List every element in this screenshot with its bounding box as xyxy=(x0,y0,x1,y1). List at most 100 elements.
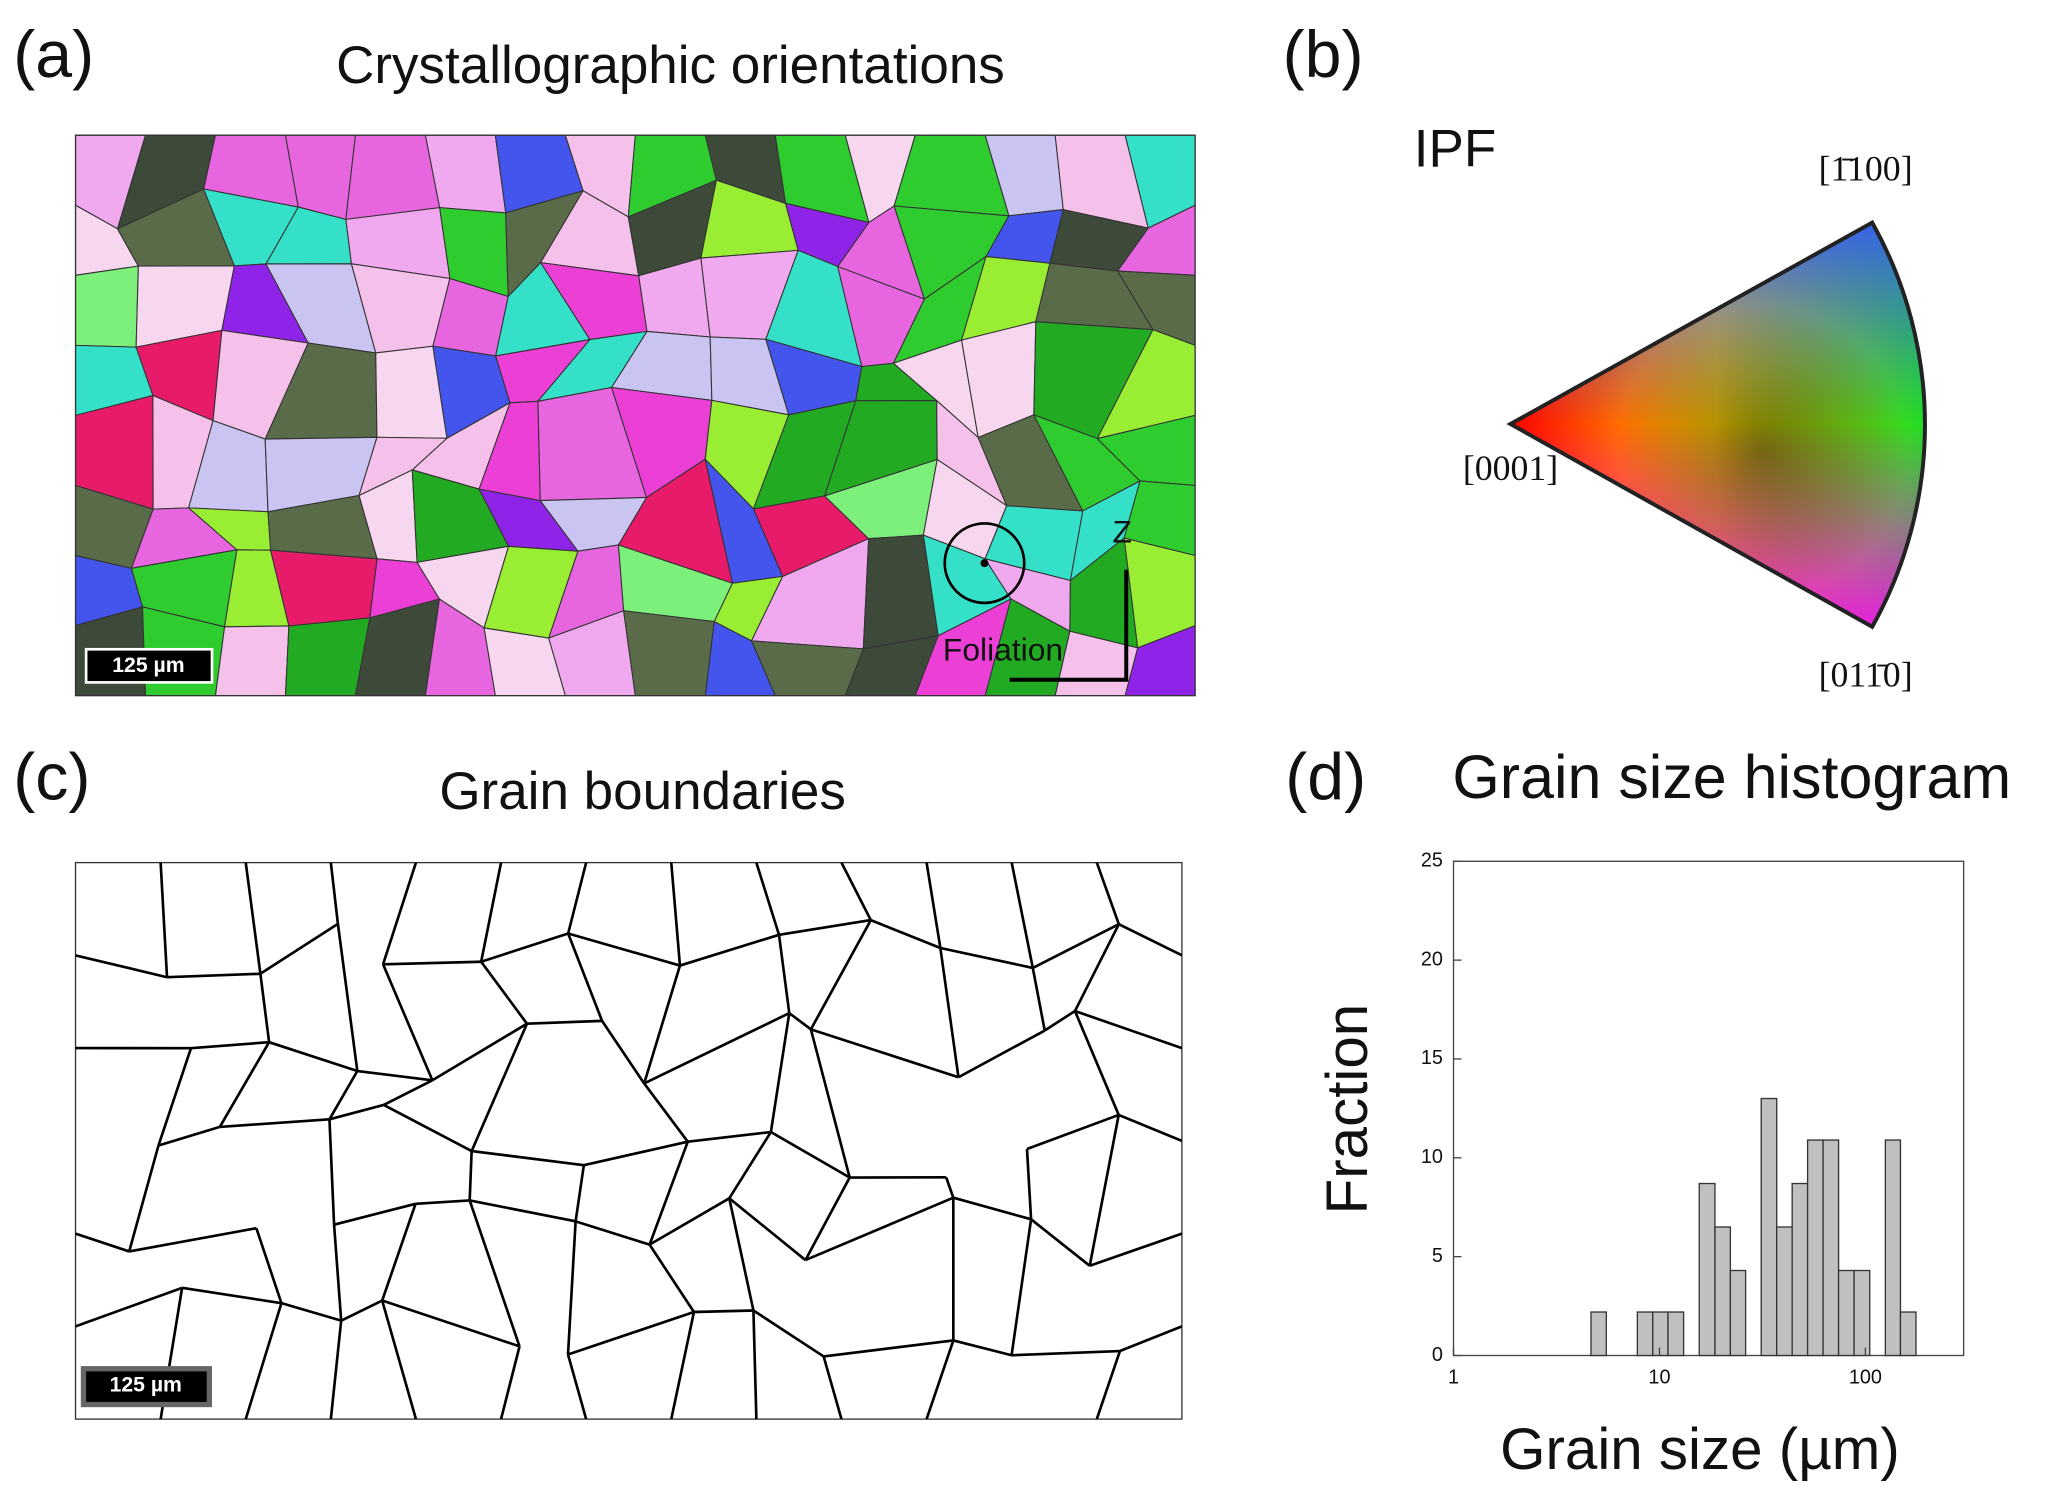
y-tick-label: 5 xyxy=(1432,1245,1443,1267)
boundary xyxy=(925,1339,955,1420)
y-tick-label: 15 xyxy=(1421,1047,1443,1069)
boundary xyxy=(336,923,359,1072)
boundary xyxy=(788,1012,812,1031)
bar xyxy=(1698,1182,1716,1357)
x-axis-label: Grain size (µm) xyxy=(1500,1417,1900,1482)
boundary xyxy=(728,1197,807,1262)
boundary xyxy=(752,1310,758,1420)
boundary xyxy=(329,862,340,924)
z-label: Z xyxy=(1113,513,1132,549)
boundary xyxy=(804,1196,954,1262)
panel-label: (b) xyxy=(1283,18,1364,92)
boundary xyxy=(1043,1009,1076,1032)
bar xyxy=(1806,1139,1824,1357)
scale-bar xyxy=(84,647,214,684)
grain-boundaries xyxy=(75,862,1182,1420)
grain xyxy=(1116,270,1196,346)
boundary xyxy=(1073,1010,1120,1116)
boundary xyxy=(218,1041,271,1128)
boundary xyxy=(244,862,262,974)
boundary xyxy=(648,1243,696,1313)
grain xyxy=(75,265,139,348)
boundary xyxy=(471,1149,585,1167)
boundary xyxy=(333,1202,416,1226)
bar xyxy=(1822,1139,1840,1357)
boundary xyxy=(693,1309,754,1314)
boundary xyxy=(157,1047,193,1146)
bar xyxy=(1791,1182,1809,1357)
boundary xyxy=(158,1125,221,1147)
boundary xyxy=(752,1309,825,1358)
boundary xyxy=(190,1040,270,1050)
boundary xyxy=(957,1029,1046,1079)
panel-title: Grain boundaries xyxy=(439,762,846,821)
boundary xyxy=(778,918,872,937)
boundary xyxy=(328,1070,359,1120)
boundary xyxy=(480,960,529,1025)
boundary xyxy=(1119,1325,1182,1353)
boundary xyxy=(939,947,960,1078)
boundary xyxy=(159,862,169,978)
boundary xyxy=(181,1286,282,1305)
boundary xyxy=(468,1151,473,1201)
z-dot xyxy=(980,559,989,568)
boundary xyxy=(1118,923,1182,957)
boundary-map xyxy=(74,861,1183,1420)
boundary xyxy=(128,1226,257,1253)
boundary xyxy=(940,946,1034,970)
boundary xyxy=(1088,1114,1120,1267)
boundary xyxy=(219,1117,330,1129)
bar xyxy=(1636,1311,1654,1357)
grain xyxy=(1096,329,1196,440)
scale-bar xyxy=(80,1366,212,1408)
pole-label: [1̄100] xyxy=(1819,148,1913,188)
grain xyxy=(354,598,441,696)
y-tick-label: 20 xyxy=(1421,948,1443,970)
boundary xyxy=(431,1022,528,1082)
grain xyxy=(1116,204,1196,276)
boundary xyxy=(600,1020,646,1085)
boundary xyxy=(380,1203,417,1301)
boundary xyxy=(566,1221,577,1355)
map-frame xyxy=(74,134,1196,697)
panel-title: Crystallographic orientations xyxy=(336,36,1005,95)
panel-label: (a) xyxy=(13,18,94,92)
boundary xyxy=(328,1119,336,1225)
grain xyxy=(914,597,1012,696)
boundary xyxy=(925,862,942,949)
boundary xyxy=(809,919,872,1030)
boundary xyxy=(127,1145,160,1252)
boundary xyxy=(1011,1349,1120,1357)
boundary xyxy=(687,1130,772,1144)
boundary xyxy=(469,1199,576,1223)
boundary xyxy=(643,1011,790,1085)
boundary xyxy=(329,1320,343,1420)
y-tick-label: 25 xyxy=(1421,850,1443,872)
boundary xyxy=(415,1199,470,1206)
boundary xyxy=(1095,1350,1122,1420)
panel-title: IPF xyxy=(1414,119,1496,178)
orientation-map xyxy=(75,135,1196,696)
boundary xyxy=(840,862,872,921)
boundary xyxy=(809,1029,851,1178)
grain xyxy=(483,627,566,696)
boundary xyxy=(340,1299,383,1322)
scale-bar-label: 125 µm xyxy=(112,654,184,677)
grain xyxy=(750,640,865,696)
grain xyxy=(548,610,636,696)
foliation-axes xyxy=(1009,569,1129,682)
boundary xyxy=(255,1227,283,1304)
boundary xyxy=(380,1300,418,1420)
boundary xyxy=(329,1103,385,1121)
boundary xyxy=(728,1131,772,1200)
grain xyxy=(623,610,715,696)
boundary xyxy=(75,954,168,979)
boundary xyxy=(244,1302,283,1420)
boundary xyxy=(1089,1232,1182,1268)
boundary xyxy=(381,963,434,1081)
boundary xyxy=(75,1286,183,1328)
x-tick-label: 10 xyxy=(1648,1366,1670,1388)
y-tick-label: 10 xyxy=(1421,1146,1443,1168)
boundary xyxy=(1073,923,1121,1012)
